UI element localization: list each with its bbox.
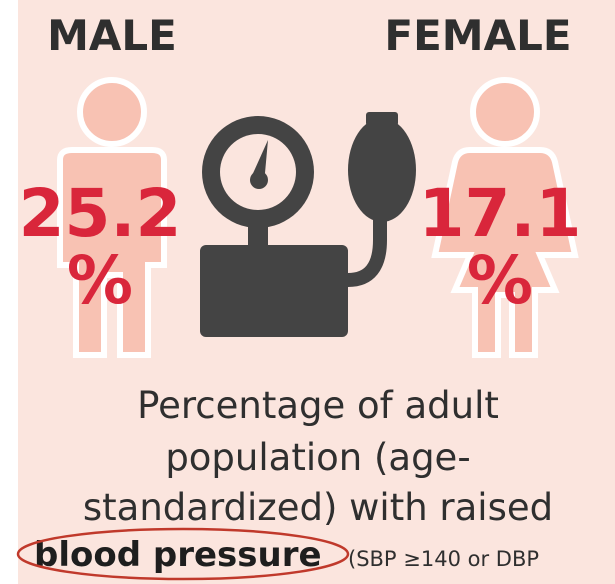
description-line: Percentage of adult bbox=[137, 384, 499, 427]
female-unit: % bbox=[467, 242, 533, 319]
bp-device bbox=[200, 112, 416, 337]
male-figure bbox=[57, 77, 167, 358]
male-label: MALE bbox=[47, 11, 177, 60]
female-label: FEMALE bbox=[384, 11, 571, 60]
highlight-circle bbox=[16, 527, 350, 581]
description-line: standardized) with raised bbox=[83, 486, 553, 529]
description-line: population (age- bbox=[165, 436, 470, 479]
highlight: blood pressure bbox=[34, 535, 322, 575]
female-value: 17.1 bbox=[419, 175, 582, 252]
note: (SBP ≥140 or DBP bbox=[348, 547, 539, 571]
male-unit: % bbox=[67, 242, 133, 319]
female-figure bbox=[431, 77, 579, 358]
male-value: 25.2 bbox=[19, 175, 182, 252]
